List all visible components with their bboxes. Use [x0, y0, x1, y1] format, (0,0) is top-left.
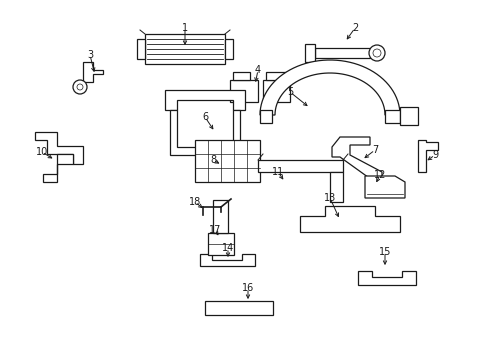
Polygon shape: [43, 154, 73, 182]
Polygon shape: [204, 301, 272, 315]
Polygon shape: [357, 271, 415, 285]
Polygon shape: [229, 80, 258, 102]
Polygon shape: [299, 206, 399, 232]
Text: 4: 4: [254, 65, 261, 75]
Polygon shape: [399, 107, 417, 125]
Circle shape: [368, 45, 384, 61]
Text: 15: 15: [378, 247, 390, 257]
Text: 1: 1: [182, 23, 188, 33]
Text: 17: 17: [208, 225, 221, 235]
Polygon shape: [305, 44, 314, 62]
Polygon shape: [195, 140, 260, 182]
Polygon shape: [265, 72, 286, 80]
Circle shape: [73, 80, 87, 94]
Polygon shape: [213, 200, 227, 233]
Text: 9: 9: [431, 150, 437, 160]
Polygon shape: [260, 110, 271, 123]
Polygon shape: [329, 172, 342, 202]
Text: 12: 12: [373, 170, 386, 180]
Circle shape: [372, 49, 380, 57]
Text: 10: 10: [36, 147, 48, 157]
Polygon shape: [232, 72, 249, 80]
Text: 6: 6: [202, 112, 207, 122]
Text: 13: 13: [323, 193, 335, 203]
Text: 18: 18: [188, 197, 201, 207]
Polygon shape: [224, 39, 232, 59]
Polygon shape: [83, 62, 103, 82]
Polygon shape: [417, 140, 437, 172]
Text: 3: 3: [87, 50, 93, 60]
Polygon shape: [260, 60, 399, 115]
Polygon shape: [314, 48, 369, 58]
Text: 16: 16: [242, 283, 254, 293]
Circle shape: [77, 84, 83, 90]
Polygon shape: [258, 160, 342, 172]
Polygon shape: [331, 137, 381, 180]
Text: 5: 5: [286, 87, 292, 97]
Polygon shape: [384, 110, 399, 123]
Polygon shape: [145, 34, 224, 64]
Polygon shape: [364, 176, 404, 198]
Polygon shape: [170, 110, 240, 155]
Text: 2: 2: [351, 23, 357, 33]
Text: 7: 7: [371, 145, 377, 155]
Polygon shape: [200, 254, 254, 266]
Polygon shape: [35, 132, 83, 164]
Text: 11: 11: [271, 167, 284, 177]
Polygon shape: [137, 39, 145, 59]
Polygon shape: [207, 233, 234, 255]
Text: 14: 14: [222, 243, 234, 253]
Polygon shape: [164, 90, 244, 110]
Text: 8: 8: [209, 155, 216, 165]
Polygon shape: [263, 80, 289, 102]
